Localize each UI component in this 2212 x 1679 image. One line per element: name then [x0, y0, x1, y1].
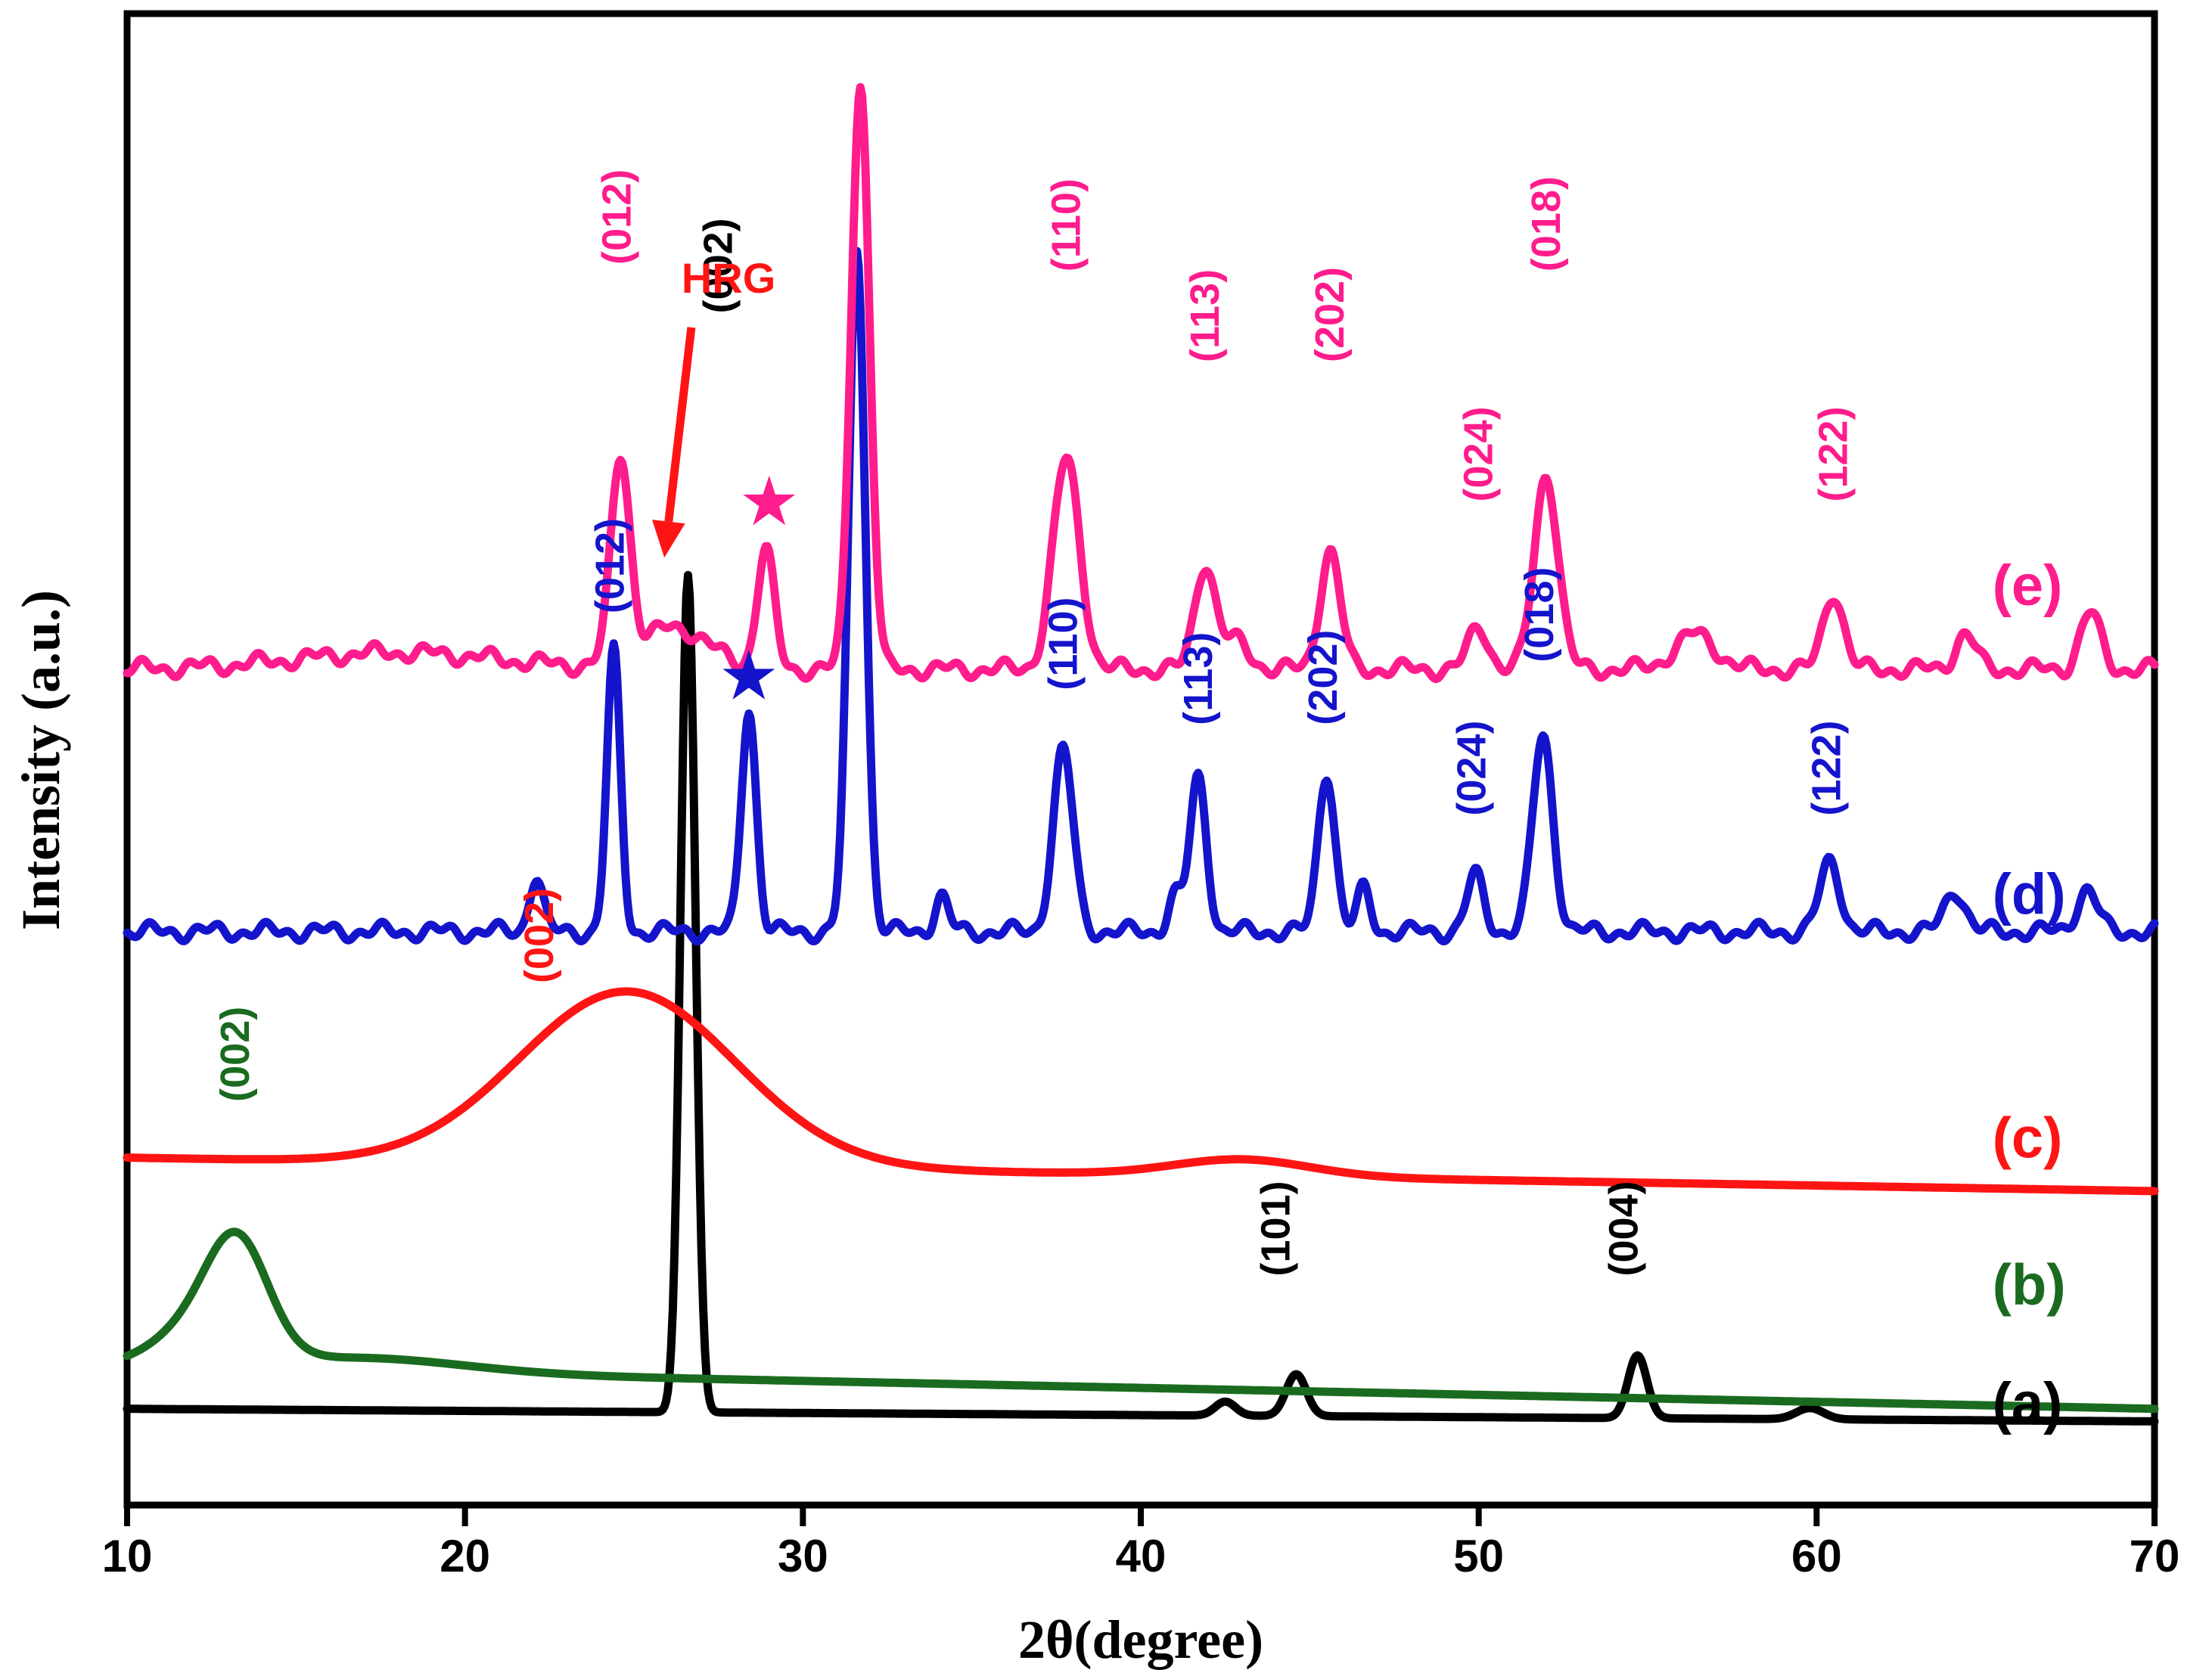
series-d-peak-label-0: (012): [588, 518, 633, 613]
series-d-peak-label-4: (024): [1449, 721, 1495, 816]
series-d-peak-label-1: (110): [1040, 597, 1086, 690]
x-tick-label-30: 30: [778, 1531, 828, 1581]
curve-label-e: (e): [1993, 554, 2063, 618]
x-axis-title: 2θ(degree): [1018, 1609, 1263, 1670]
y-axis-title: Intensity (a.u.): [11, 590, 71, 930]
x-tick-label-70: 70: [2130, 1531, 2180, 1581]
series-c-peak-label-0: (002): [517, 888, 562, 983]
curve-label-a: (a): [1993, 1371, 2063, 1435]
x-tick-label-10: 10: [102, 1531, 153, 1581]
x-tick-label-40: 40: [1116, 1531, 1167, 1581]
series-e-peak-label-5: (018): [1524, 176, 1569, 272]
series-d-peak-label-5: (018): [1517, 567, 1562, 663]
star-marker-d: ★: [719, 637, 780, 716]
series-e-peak-label-0: (012): [595, 169, 640, 265]
x-tick-label-20: 20: [440, 1531, 490, 1581]
series-d-line: [123, 247, 2159, 945]
series-d-peak-label-3: (202): [1300, 630, 1346, 725]
series-e-peak-label-1: (110): [1044, 178, 1089, 272]
series-d-peak-label-6: (122): [1804, 721, 1850, 816]
series-a-peak-label-0: (002): [696, 218, 741, 313]
hrg-arrow-shaft: [664, 327, 696, 523]
hrg-label: HRG: [682, 254, 775, 302]
star-marker-e: ★: [738, 462, 800, 542]
curve-label-c: (c): [1993, 1106, 2063, 1171]
series-a-peak-label-2: (004): [1602, 1181, 1647, 1276]
hrg-arrow-head: [651, 520, 685, 558]
plot-frame: [123, 10, 2158, 1509]
series-e-peak-label-2: (113): [1182, 269, 1228, 362]
series-a-line: [123, 570, 2159, 1426]
series-d-peak-label-2: (113): [1176, 632, 1221, 725]
series-b-peak-label-0: (002): [213, 1007, 258, 1102]
series-b-line: [123, 1227, 2159, 1414]
x-tick-label-50: 50: [1453, 1531, 1504, 1581]
series-a-peak-label-1: (101): [1254, 1181, 1299, 1276]
series-e-peak-label-3: (202): [1307, 267, 1353, 362]
x-tick-label-60: 60: [1791, 1531, 1842, 1581]
series-e-line: [123, 82, 2159, 684]
series-e-peak-label-6: (122): [1811, 406, 1856, 501]
curve-label-b: (b): [1993, 1252, 2066, 1317]
series-c-line: [123, 987, 2159, 1196]
curve-label-d: (d): [1993, 862, 2066, 926]
series-e-peak-label-4: (024): [1456, 406, 1502, 501]
